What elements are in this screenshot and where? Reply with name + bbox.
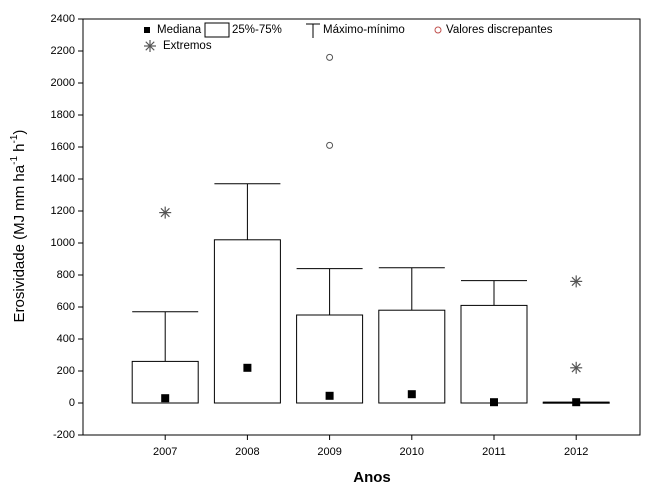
median <box>243 363 252 372</box>
y-tick-label: 2200 <box>51 45 75 57</box>
legend-label: 25%-75% <box>232 24 282 36</box>
extreme <box>159 206 172 219</box>
x-tick-label: 2011 <box>482 446 506 458</box>
y-tick-label: 1000 <box>51 237 75 249</box>
legend-label: Máximo-mínimo <box>323 24 405 36</box>
plot-frame <box>82 18 641 436</box>
outlier <box>326 53 334 61</box>
y-tick-label: -200 <box>53 429 75 441</box>
y-tick-label: 2400 <box>51 13 75 25</box>
legend-median <box>144 27 150 33</box>
legend-extreme <box>144 40 156 52</box>
y-tick-label: 800 <box>57 269 75 281</box>
legend-label: Valores discrepantes <box>446 24 553 36</box>
y-tick-label: 2000 <box>51 77 75 89</box>
asterisk-stroke <box>145 41 155 51</box>
y-tick-label: 200 <box>57 365 75 377</box>
box <box>296 314 364 404</box>
median <box>325 391 334 400</box>
box <box>213 239 281 404</box>
y-tick-label: 1200 <box>51 205 75 217</box>
y-axis-label-part: Erosividade (MJ mm ha <box>11 164 28 322</box>
median <box>572 398 581 407</box>
x-tick-label: 2012 <box>564 446 588 458</box>
y-axis-label-part: ) <box>11 130 28 135</box>
x-tick-label: 2010 <box>400 446 424 458</box>
asterisk-stroke <box>571 276 581 287</box>
legend-box <box>204 22 230 38</box>
x-tick-label: 2007 <box>153 446 177 458</box>
y-tick-label: 0 <box>69 397 75 409</box>
y-tick-label: 1800 <box>51 109 75 121</box>
box <box>378 309 446 404</box>
legend-label: Extremos <box>163 40 212 52</box>
y-axis-label: Erosividade (MJ mm ha-1 h-1) <box>9 130 28 323</box>
y-axis-label-part: -1 <box>9 134 20 143</box>
x-axis-label: Anos <box>353 469 391 486</box>
legend-outlier <box>434 26 442 34</box>
extreme <box>570 361 583 374</box>
asterisk-stroke <box>571 363 581 373</box>
median <box>490 398 498 407</box>
y-axis-label-part: h <box>11 143 28 156</box>
median <box>407 390 416 399</box>
asterisk-stroke <box>160 207 170 218</box>
y-tick-label: 1600 <box>51 141 75 153</box>
y-tick-label: 400 <box>57 333 75 345</box>
y-tick-label: 1400 <box>51 173 75 185</box>
outlier <box>326 141 334 149</box>
legend-label: Mediana <box>157 24 202 36</box>
x-tick-label: 2009 <box>317 446 341 458</box>
y-tick-label: 600 <box>57 301 75 313</box>
median <box>161 394 170 403</box>
x-tick-label: 2008 <box>235 446 259 458</box>
box <box>460 304 528 404</box>
y-axis-label-part: -1 <box>9 156 20 165</box>
extreme <box>570 275 583 288</box>
